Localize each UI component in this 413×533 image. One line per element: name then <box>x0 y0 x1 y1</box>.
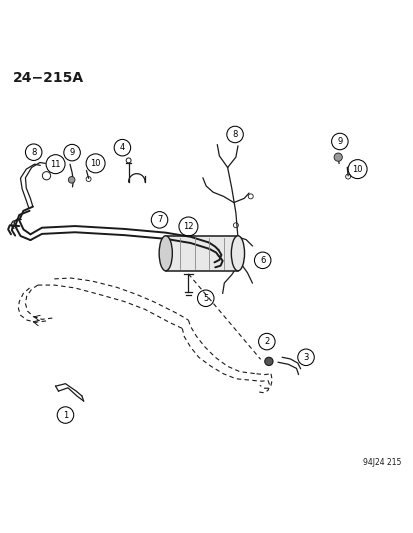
Ellipse shape <box>231 236 244 271</box>
Text: 8: 8 <box>232 130 237 139</box>
Ellipse shape <box>159 236 172 271</box>
Circle shape <box>264 357 272 366</box>
Text: 9: 9 <box>337 137 342 146</box>
Text: 6: 6 <box>259 256 265 265</box>
Circle shape <box>333 153 342 161</box>
Text: 10: 10 <box>90 159 101 168</box>
Text: 12: 12 <box>183 222 193 231</box>
Text: 8: 8 <box>31 148 36 157</box>
Circle shape <box>68 176 75 183</box>
Text: 1: 1 <box>63 410 68 419</box>
Text: 11: 11 <box>50 160 61 168</box>
Text: 24−215A: 24−215A <box>13 70 84 85</box>
Text: 9: 9 <box>69 148 74 157</box>
Text: 3: 3 <box>303 353 308 362</box>
Text: 4: 4 <box>119 143 125 152</box>
Text: 2: 2 <box>263 337 269 346</box>
Bar <box>165 236 237 271</box>
Text: 94J24 215: 94J24 215 <box>362 458 400 467</box>
Text: 7: 7 <box>157 215 162 224</box>
Text: 10: 10 <box>351 165 362 174</box>
Text: 5: 5 <box>203 294 208 303</box>
